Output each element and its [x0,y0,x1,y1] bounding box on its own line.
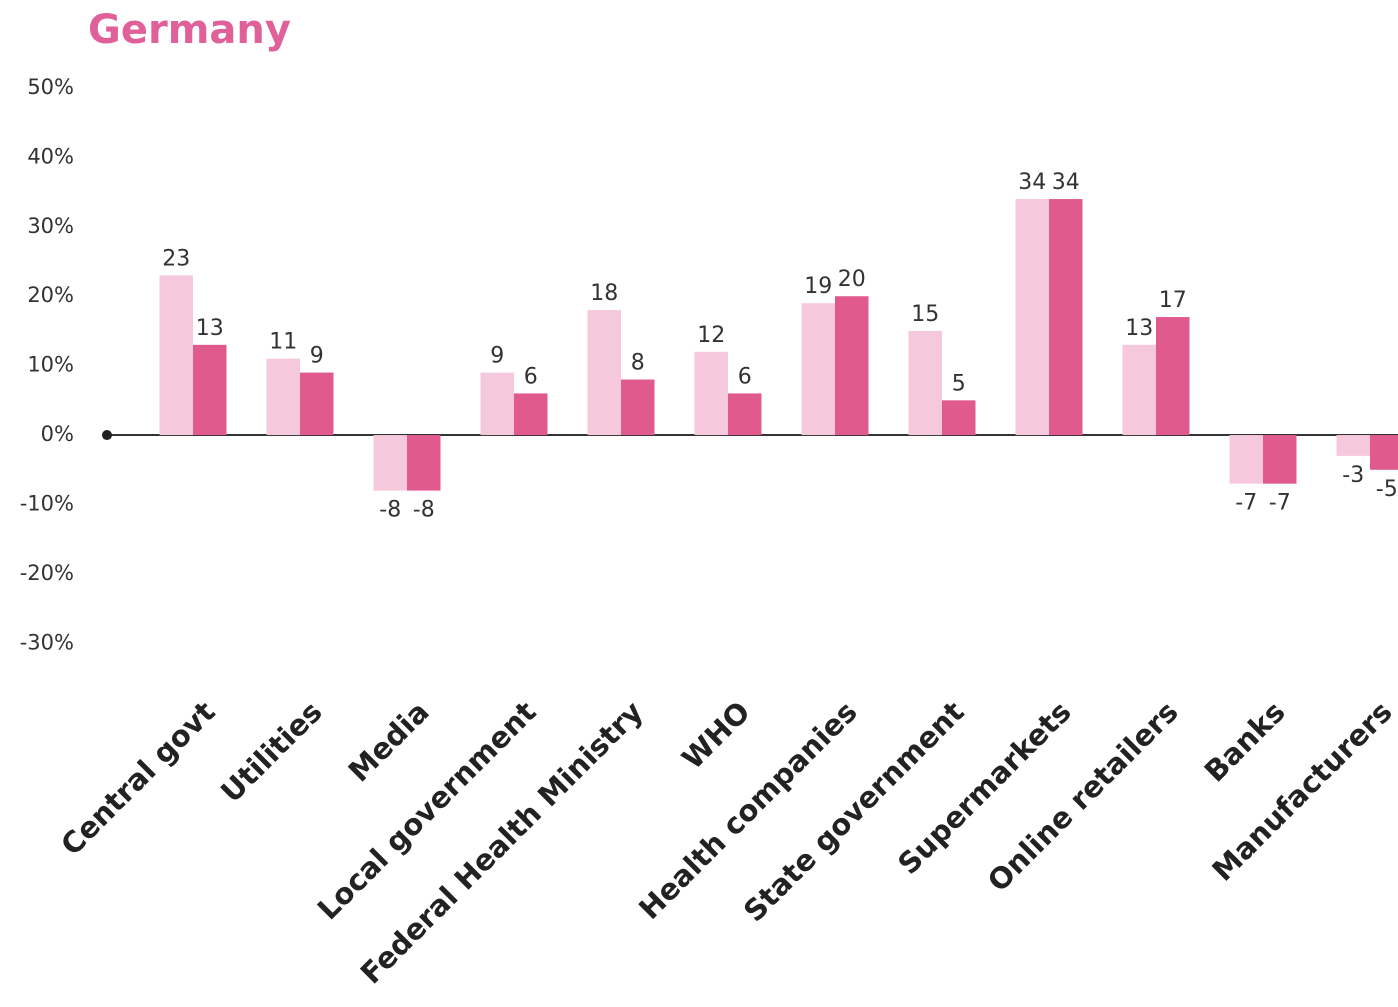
y-tick-label: 50% [27,75,74,99]
bar [621,379,655,436]
value-label: -5 [1376,477,1398,502]
value-label: 11 [269,330,297,355]
value-label: 12 [697,323,725,348]
value-label: 34 [1052,170,1080,195]
bar [1049,199,1083,436]
chart-title: Germany [88,7,291,53]
y-tick-label: 40% [27,144,74,168]
bar [835,296,869,436]
value-label: 18 [590,281,618,306]
bar [480,372,514,436]
value-label: 17 [1159,288,1187,313]
value-label: 9 [310,344,324,369]
value-label: 15 [911,302,939,327]
x-tick-label: Manufacturers [1205,695,1398,888]
value-label: 19 [804,274,832,299]
bar [373,435,407,491]
bar [1370,435,1398,470]
bar [159,275,193,436]
x-tick-label: Health companies [632,695,863,926]
bar [942,400,976,436]
value-label: 6 [524,364,538,389]
value-label: -3 [1342,463,1364,488]
bar [407,435,441,491]
bar [514,393,548,436]
bar [801,303,835,436]
x-tick-label: Media [342,695,436,789]
value-label: 20 [838,267,866,292]
y-tick-label: -10% [20,491,74,515]
bar [1122,344,1156,436]
bar [1263,435,1297,484]
x-tick-label: Banks [1198,695,1292,789]
value-label: 6 [738,364,752,389]
y-tick-label: -30% [20,630,74,654]
value-label: 34 [1018,170,1046,195]
y-tick-label: 0% [41,422,74,446]
value-label: -7 [1235,491,1257,516]
value-label: -8 [379,498,401,523]
value-label: -8 [413,498,435,523]
bar [266,358,300,436]
x-tick-label: Online retailers [981,695,1185,899]
value-label: -7 [1269,491,1291,516]
x-tick-label: WHO [675,695,756,776]
bar [908,330,942,436]
value-label: 9 [490,344,504,369]
x-tick-label: Utilities [214,695,329,810]
bar [300,372,334,436]
value-label: 5 [952,371,966,396]
axis-dot [102,430,112,441]
value-label: 23 [162,246,190,271]
value-label: 8 [631,351,645,376]
x-tick-label: Local government [311,694,543,926]
y-tick-label: 30% [27,214,74,238]
bar [694,351,728,436]
x-tick-label: Central govt [54,694,222,862]
bar [1015,199,1049,436]
y-tick-label: 10% [27,353,74,377]
bar [193,344,227,436]
bar [1229,435,1263,484]
bar [1156,317,1190,436]
bar [728,393,762,436]
y-tick-label: -20% [20,561,74,585]
bar [1336,435,1370,456]
y-tick-label: 20% [27,283,74,307]
bar [587,310,621,436]
value-label: 13 [196,316,224,341]
value-label: 13 [1125,316,1153,341]
